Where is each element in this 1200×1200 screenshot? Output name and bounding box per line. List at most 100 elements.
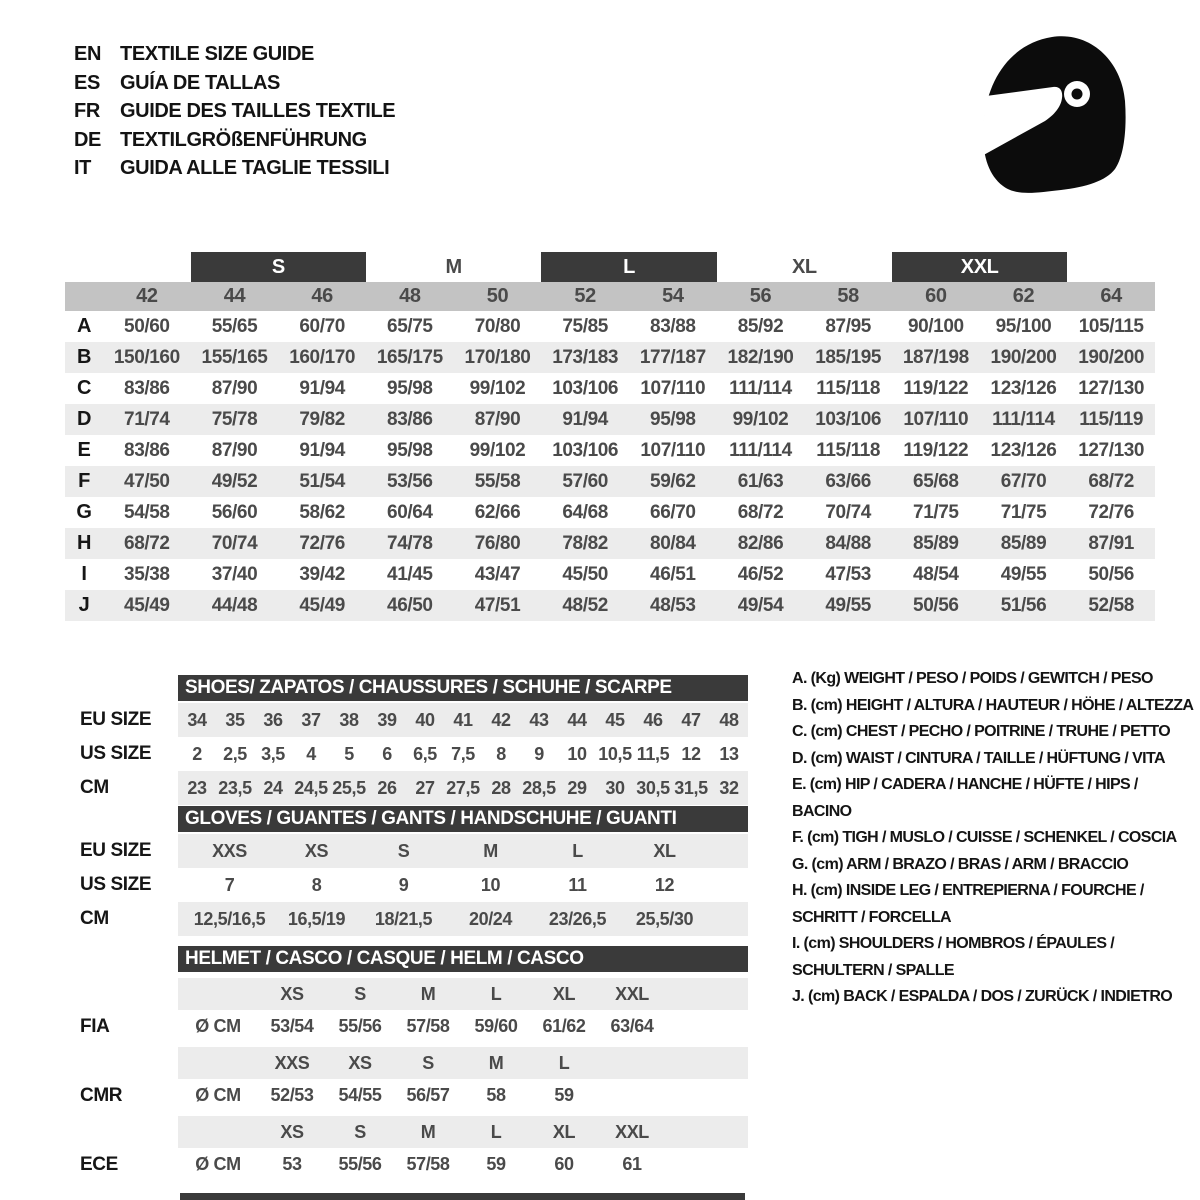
size-value: 47/50 [124,470,170,492]
table-row: CM 23 23,5 24 24,5 25,5 26 27 27,5 28 28,5 29 30 30,5… [80,771,748,805]
table-row: C 83/86 87/90 91/94 95/98 99/102 103/106 107/11… [65,373,1155,404]
language-row: IT GUIDA ALLE TAGLIE TESSILI [74,154,395,183]
language-title: GUÍA DE TALLAS [120,71,280,94]
size-value: 54/58 [124,501,170,523]
size-value: 61/63 [737,470,784,492]
diameter-unit: Ø CM [195,1154,241,1174]
size-value: 41/45 [387,563,433,585]
language-row: EN TEXTILE SIZE GUIDE [74,40,395,69]
size-label: XS [348,1052,372,1073]
size-value: 150/160 [113,346,180,368]
size-value: 190/200 [1078,346,1145,368]
size-value: 127/130 [1078,439,1145,461]
size-value: 7 [224,874,235,895]
gloves-data-row: XXS XS S M L XL [178,834,748,868]
size-value: 37/40 [211,563,258,585]
language-row: FR GUIDE DES TAILLES TEXTILE [74,97,396,126]
gloves-title: GLOVES / GUANTES / GANTS / HANDSCHUHE / … [178,806,748,832]
size-value: 60 [554,1154,574,1174]
size-value: 52/58 [1088,594,1134,616]
size-value: 115/118 [816,377,881,399]
numeric-size: 62 [1012,285,1035,307]
gloves-rows: EU SIZE XXS XS S M L XL US SIZE 7 8 9 10 11 12 CM 12,5/… [80,834,748,936]
size-value: 75/85 [562,315,608,337]
numeric-size: 42 [136,285,158,307]
size-value: 45/50 [562,563,608,585]
table-row: XS S M L XL XXL [80,1112,748,1148]
size-value: XXS [212,840,247,861]
size-value: 2,5 [223,743,247,764]
size-value: 115/119 [1079,408,1144,430]
size-value: 66/70 [650,501,696,523]
size-value: 87/90 [211,439,258,461]
size-value: M [483,840,498,861]
gloves-data-row: 7 8 9 10 11 12 [178,868,748,902]
row-letter: C [76,377,92,399]
size-value: 10 [480,874,501,895]
legend-item: B. (cm) HEIGHT / ALTURA / HAUTEUR / HÖHE… [792,696,1194,714]
table-row: CM 12,5/16,5 16,5/19 18/21,5 20/24 23/26,5 25,… [80,902,748,936]
size-value: 67/70 [1000,470,1047,492]
size-value: 59/60 [474,1016,518,1036]
row-label: CM [80,908,109,929]
numeric-size-band: 42 44 46 48 50 52 54 56 58 60 62 64 [65,282,1155,311]
size-value: 87/90 [211,377,258,399]
size-value: 95/98 [387,377,433,399]
size-value: 50/56 [913,594,959,616]
language-row: ES GUÍA DE TALLAS [74,69,395,98]
size-value: 74/78 [387,532,433,554]
table-row: E 83/86 87/90 91/94 95/98 99/102 103/106 107/11… [65,435,1155,466]
language-row: DE TEXTILGRÖßENFÜHRUNG [74,126,395,155]
size-value: 111/114 [729,377,792,399]
size-value: 177/187 [639,346,706,368]
size-value: 31,5 [674,777,708,798]
helmet-value-row: Ø CM 52/53 54/55 56/57 58 59 [178,1079,748,1112]
size-value: 53 [282,1154,302,1174]
size-value: 53/54 [270,1016,314,1036]
size-value: 7,5 [451,743,475,764]
size-value: 46/51 [650,563,696,585]
size-label: XXL [615,983,649,1004]
size-value: 23/26,5 [548,908,607,929]
size-value: 91/94 [562,408,608,430]
size-value: 95/98 [387,439,433,461]
row-letter: F [78,470,90,492]
size-value: 26 [377,777,397,798]
row-label [80,1043,178,1079]
row-letter: E [77,439,91,461]
size-group-band: S M L XL XXL [65,252,1155,282]
size-value: 30,5 [636,777,670,798]
size-value: 95/98 [650,408,696,430]
size-value: 95/100 [995,315,1052,337]
table-row: XS S M L XL XXL [80,974,748,1010]
size-value: 107/110 [640,439,706,461]
row-letter: B [76,346,92,368]
row-letter: D [76,408,92,430]
size-value: 45 [605,709,625,730]
size-group-L: L [541,252,717,282]
helmet-size-row: XS S M L XL XXL [178,1116,748,1148]
size-value: 72/76 [299,532,345,554]
language-code: DE [74,128,101,151]
size-value: 39/42 [299,563,345,585]
shoes-table: SHOES/ ZAPATOS / CHAUSSURES / SCHUHE / S… [80,675,748,805]
size-value: 70/74 [825,501,871,523]
legend-item: J. (cm) BACK / ESPALDA / DOS / ZURÜCK / … [792,988,1173,1005]
size-value: 18/21,5 [374,908,433,929]
size-label: S [422,1052,434,1073]
table-row: D 71/74 75/78 79/82 83/86 87/90 91/94 95/98 99/1… [65,404,1155,435]
size-value: 68/72 [737,501,784,523]
size-value: 57/60 [562,470,608,492]
size-value: 30 [605,777,625,798]
size-value: 56/60 [211,501,258,523]
size-value: 90/100 [907,315,964,337]
size-value: 48 [719,709,739,730]
shoes-data-row: 34 35 36 37 38 39 40 41 42 43 44 45 46 47 48 [178,703,748,737]
language-code: ES [74,71,100,94]
size-value: 48/53 [650,594,696,616]
shoes-data-row: 2 2,5 3,5 4 5 6 6,5 7,5 8 9 10 10,5 11,5 12 13 [178,737,748,771]
diameter-unit: Ø CM [195,1085,241,1105]
size-value: XL [653,840,676,861]
size-value: 155/165 [201,346,268,368]
size-value: 24 [263,777,283,798]
